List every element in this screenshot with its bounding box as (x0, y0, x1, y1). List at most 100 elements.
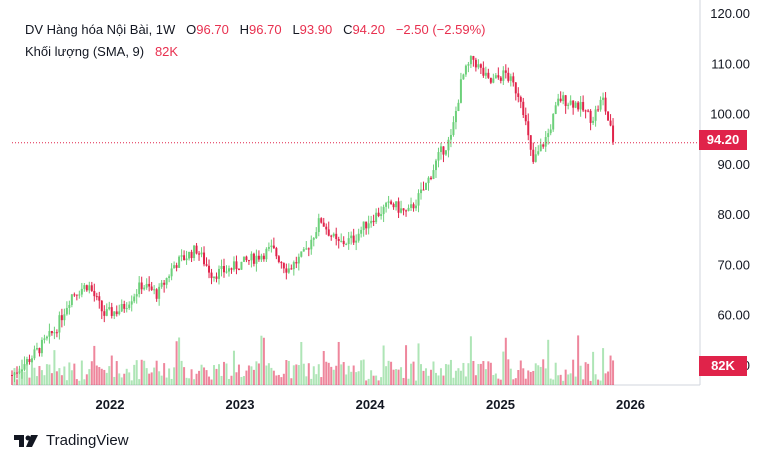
volume-bar (577, 335, 580, 385)
candle-body (262, 255, 265, 260)
volume-bar (425, 368, 428, 385)
candle-body (175, 265, 178, 268)
volume-bar (360, 360, 363, 385)
candle-body (108, 307, 111, 310)
candle-body (382, 206, 385, 215)
candle-body (307, 248, 310, 250)
volume-bar (512, 379, 515, 385)
open-label: O (186, 22, 197, 37)
candle-body (198, 253, 201, 255)
candle-body (577, 102, 580, 110)
volume-bar (567, 374, 570, 385)
volume-bar (140, 359, 143, 385)
volume-bar (300, 341, 303, 385)
candle-body (115, 311, 118, 315)
candle-body (55, 332, 58, 334)
candle-body (407, 207, 410, 211)
volume-bar (48, 364, 51, 385)
volume-bar (155, 360, 158, 385)
candle-body (579, 101, 582, 110)
volume-bar (135, 360, 138, 385)
candle-body (218, 268, 221, 279)
candle-body (612, 125, 615, 142)
high-label: H (239, 22, 250, 37)
volume-bar (43, 375, 46, 385)
volume-bar (462, 362, 465, 385)
volume-bar (260, 335, 263, 385)
volume-bar (474, 375, 477, 385)
volume-bar (517, 370, 520, 385)
candle-body (589, 110, 592, 123)
volume-bar (68, 362, 71, 385)
candle-body (372, 220, 375, 223)
volume-bar (287, 360, 290, 385)
volume-bar (35, 376, 38, 385)
candle-body (315, 232, 318, 239)
volume-bar (385, 366, 388, 385)
volume-bar (305, 376, 308, 385)
volume-bar (444, 364, 447, 385)
candle-body (524, 115, 527, 122)
volume-bar (200, 364, 203, 385)
volume-bar (208, 376, 211, 385)
volume-bar (38, 366, 41, 385)
volume-bar (85, 374, 88, 385)
volume-bar (547, 339, 550, 385)
candle-body (377, 212, 380, 217)
volume-bar (225, 363, 228, 385)
candle-body (592, 120, 595, 123)
candle-body (145, 283, 148, 288)
volume-bar (557, 375, 560, 385)
volume-bar (317, 364, 320, 385)
volume-bar (232, 350, 235, 385)
volume-bar (15, 379, 18, 385)
candle-body (544, 137, 547, 147)
candle-body (429, 177, 432, 179)
volume-bar (265, 365, 268, 385)
volume-bar (23, 371, 26, 385)
candle-body (454, 111, 457, 123)
volume-bar (387, 360, 390, 385)
volume-bar (434, 372, 437, 385)
candle-body (569, 100, 572, 105)
symbol-title: DV Hàng hóa Nội Bài, 1W (25, 22, 176, 37)
volume-bar (422, 370, 425, 385)
candle-body (140, 282, 143, 290)
candle-body (365, 221, 368, 229)
volume-bar (449, 359, 452, 385)
volume-bar (55, 371, 58, 385)
brand-name: TradingView (46, 432, 129, 449)
volume-bar (180, 360, 183, 385)
volume-bar (235, 372, 238, 385)
volume-bar (537, 365, 540, 385)
candle-body (395, 201, 398, 208)
candle-body (43, 338, 46, 340)
volume-bar (40, 370, 43, 385)
brand-footer[interactable]: TradingView (14, 432, 129, 449)
candle-body (410, 204, 413, 208)
candle-body (65, 307, 68, 315)
volume-bar (335, 365, 338, 385)
candle-body (63, 314, 66, 321)
volume-bar (183, 367, 186, 385)
candle-body (185, 258, 188, 261)
candle-body (215, 276, 218, 279)
candle-body (165, 277, 168, 285)
candle-body (128, 304, 131, 309)
candle-body (325, 226, 328, 230)
volume-bar (310, 378, 313, 385)
volume-bar (612, 360, 615, 385)
candle-body (604, 97, 607, 112)
candle-body (582, 101, 585, 111)
candle-body (23, 364, 26, 370)
candle-body (402, 208, 405, 211)
y-tick-label: 110.00 (711, 56, 750, 71)
volume-bar (20, 359, 23, 385)
volume-bar (315, 374, 318, 385)
y-tick-label: 70.00 (717, 257, 750, 272)
volume-bar (484, 369, 487, 385)
candle-body (153, 289, 156, 291)
candle-body (519, 97, 522, 102)
candle-body (322, 222, 325, 227)
candle-body (477, 64, 480, 68)
